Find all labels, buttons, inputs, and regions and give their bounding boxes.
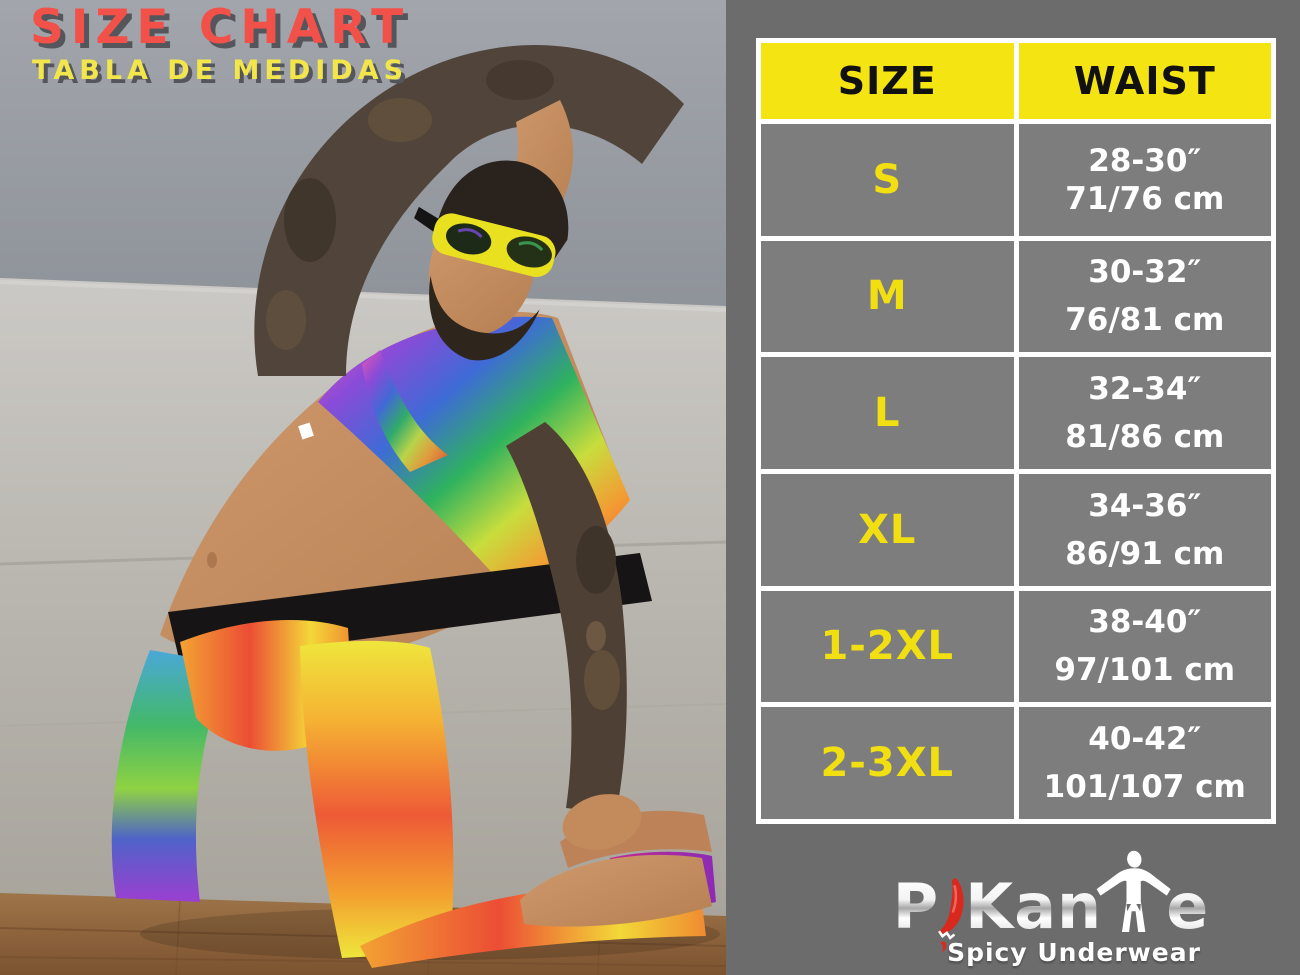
waist-cell-2-3xl: 40-42″ 101/107 cm bbox=[1018, 707, 1271, 819]
waist-cm: 97/101 cm bbox=[1054, 652, 1236, 689]
logo-letter-p: P bbox=[892, 870, 940, 943]
brand-logo-wordmark: P Kan e bbox=[892, 840, 1210, 953]
logo-tagline: Spicy Underwear bbox=[947, 938, 1201, 967]
size-cell-s: S bbox=[761, 124, 1014, 236]
waist-cm: 76/81 cm bbox=[1065, 302, 1225, 339]
column-header-size: SIZE bbox=[761, 43, 1014, 119]
logo-letters-kan: Kan bbox=[965, 870, 1103, 943]
waist-inches: 34-36″ bbox=[1088, 487, 1202, 524]
column-header-waist: WAIST bbox=[1018, 43, 1271, 119]
waist-inches: 38-40″ bbox=[1088, 604, 1202, 641]
waist-cell-1-2xl: 38-40″ 97/101 cm bbox=[1018, 590, 1271, 703]
waist-cm: 101/107 cm bbox=[1043, 769, 1246, 806]
size-cell-xl: XL bbox=[761, 473, 1014, 586]
model-figure bbox=[111, 44, 716, 968]
model-head bbox=[414, 160, 569, 361]
top-label bbox=[298, 422, 314, 440]
model-photo-illustration bbox=[0, 0, 726, 975]
waist-cm: 81/86 cm bbox=[1065, 419, 1225, 456]
waist-cell-m: 30-32″ 76/81 cm bbox=[1018, 240, 1271, 353]
beard bbox=[429, 275, 540, 361]
chili-pepper-icon bbox=[937, 878, 964, 953]
size-cell-2-3xl: 2-3XL bbox=[761, 707, 1014, 819]
sunglasses-icon bbox=[414, 206, 556, 277]
page-subtitle: TABLA DE MEDIDAS bbox=[32, 55, 409, 86]
tattoo-arm-raised bbox=[254, 44, 684, 376]
foot-front bbox=[520, 854, 712, 927]
brand-logo: P Kan e Spicy Underwear bbox=[876, 840, 1226, 967]
waist-inches: 40-42″ bbox=[1088, 721, 1202, 758]
size-cell-l: L bbox=[761, 357, 1014, 469]
size-cell-1-2xl: 1-2XL bbox=[761, 590, 1014, 703]
waist-cell-s: 28-30″ 71/76 cm bbox=[1018, 124, 1271, 236]
size-table: SIZE WAIST S 28-30″ 71/76 cm M 30-32″ 76… bbox=[756, 38, 1276, 824]
rainbow-top-strap bbox=[362, 350, 448, 472]
waist-inches: 32-34″ bbox=[1088, 371, 1202, 408]
waist-cell-xl: 34-36″ 86/91 cm bbox=[1018, 473, 1271, 586]
logo-letter-e: e bbox=[1166, 870, 1210, 943]
legging-thigh bbox=[300, 640, 454, 958]
page-title: SIZE CHART bbox=[30, 0, 411, 55]
waist-inches: 30-32″ bbox=[1088, 254, 1202, 291]
title-block: SIZE CHART TABLA DE MEDIDAS bbox=[30, 4, 410, 84]
tattoo-arm-right bbox=[506, 422, 627, 814]
size-table-panel: SIZE WAIST S 28-30″ 71/76 cm M 30-32″ 76… bbox=[726, 0, 1300, 975]
waist-cm: 71/76 cm bbox=[1065, 180, 1225, 217]
model-photo: SIZE CHART TABLA DE MEDIDAS bbox=[0, 0, 726, 975]
waist-cell-l: 32-34″ 81/86 cm bbox=[1018, 357, 1271, 469]
man-silhouette-icon bbox=[1096, 850, 1171, 932]
waist-inches: 28-30″ bbox=[1088, 142, 1202, 179]
size-cell-m: M bbox=[761, 240, 1014, 353]
waist-cm: 86/91 cm bbox=[1065, 535, 1225, 572]
hand-at-feet bbox=[562, 794, 642, 850]
